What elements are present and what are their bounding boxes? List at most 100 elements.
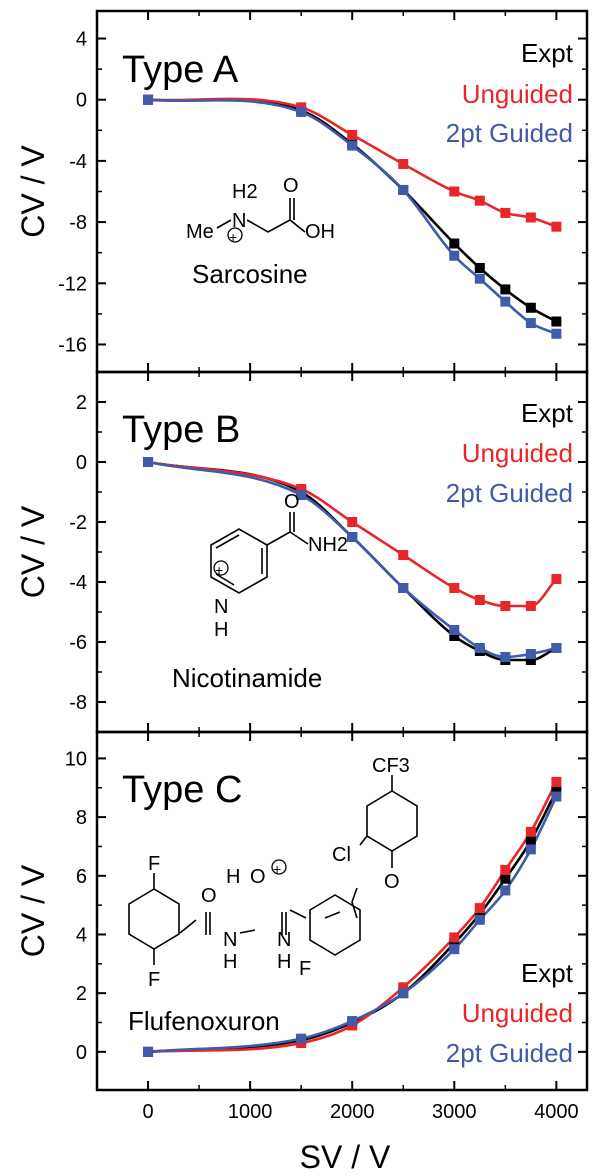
y-tick-label: 2	[76, 392, 87, 414]
charge-circle-icon	[213, 560, 229, 576]
flufenoxuron-bonds	[128, 775, 418, 965]
data-point-2pt-guided	[347, 532, 358, 542]
data-point-2pt-guided	[474, 914, 485, 925]
y-tick-label: 0	[76, 90, 87, 112]
x-tick-label: 0	[142, 1101, 153, 1123]
data-point-expt	[449, 631, 460, 641]
sarcosine-charge: +	[229, 229, 237, 245]
legend-entry: Expt	[521, 38, 574, 68]
panel-3: 10 8 6 4 2 0 Type C Expt Unguided 2pt Guided CV / …	[15, 730, 589, 1092]
data-point-unguided	[474, 595, 485, 605]
flufenoxuron-atom-o-amide: O	[201, 885, 217, 907]
flufenoxuron-atom-f-top: F	[148, 853, 160, 875]
y-tick-label: -8	[69, 212, 87, 234]
data-point-expt	[500, 873, 511, 884]
data-point-unguided	[296, 484, 307, 494]
molecule-name-sarcosine: Sarcosine	[192, 259, 308, 289]
data-point-expt	[551, 316, 562, 327]
data-point-unguided	[500, 601, 511, 611]
data-point-2pt-guided	[296, 1033, 307, 1044]
sarcosine-atom-o: O	[283, 175, 299, 197]
data-point-2pt-guided	[398, 583, 409, 593]
y-axis-title: CV / V	[15, 145, 51, 238]
flufenoxuron-atom-cl: Cl	[332, 844, 351, 866]
x-tick-label: 3000	[432, 1101, 477, 1123]
data-point-unguided	[474, 195, 485, 206]
data-point-2pt-guided	[398, 988, 409, 999]
charge-circle-icon	[227, 227, 243, 243]
data-point-unguided	[474, 903, 485, 914]
y-tick-label: 6	[76, 866, 87, 888]
nicotinamide-structure: O NH2 N H + Nicotinamide	[172, 491, 348, 693]
data-point-2pt-guided	[449, 625, 460, 635]
plot-frame	[95, 730, 589, 1092]
y-tick-label: -6	[69, 632, 87, 654]
data-point-unguided	[551, 776, 562, 787]
data-point-2pt-guided	[449, 944, 460, 955]
flufenoxuron-ring	[309, 894, 361, 956]
legend-entry: Expt	[521, 958, 574, 988]
data-point-2pt-guided	[143, 457, 154, 467]
y-tick-label: 0	[76, 452, 87, 474]
data-point-2pt-guided	[143, 94, 154, 105]
data-point-unguided	[449, 583, 460, 593]
data-point-2pt-guided	[296, 106, 307, 117]
legend-entry: 2pt Guided	[446, 118, 573, 148]
y-axis-title: CV / V	[15, 505, 51, 598]
data-point-unguided	[449, 932, 460, 943]
y-tick-label: -4	[69, 572, 87, 594]
data-point-expt	[474, 908, 485, 919]
data-point-unguided	[525, 212, 536, 223]
data-point-2pt-guided	[296, 490, 307, 500]
y-axis-title: CV / V	[15, 864, 51, 957]
nicotinamide-charge: +	[215, 562, 223, 578]
data-point-unguided	[398, 158, 409, 169]
y-tick-label: 4	[76, 29, 87, 51]
data-point-2pt-guided	[449, 250, 460, 261]
flufenoxuron-atom-cf3: CF3	[372, 755, 410, 777]
legend-entry: Expt	[521, 398, 574, 428]
charge-circle-icon	[271, 859, 287, 875]
data-point-unguided	[525, 601, 536, 611]
flufenoxuron-atom-o-ether: O	[384, 871, 400, 893]
data-point-2pt-guided	[525, 844, 536, 855]
data-point-unguided	[551, 221, 562, 232]
legend-entry: Unguided	[462, 438, 573, 468]
y-tick-label: 10	[65, 748, 87, 770]
data-point-unguided	[500, 207, 511, 218]
y-tick-label: -2	[69, 512, 87, 534]
flufenoxuron-atom-n1: N	[223, 929, 237, 951]
flufenoxuron-atom-h: H	[226, 866, 240, 888]
panel-title: Type B	[122, 409, 240, 451]
nicotinamide-atom-o: O	[284, 491, 300, 513]
flufenoxuron-atom-o-protonated: O	[250, 866, 266, 888]
data-point-expt	[500, 284, 511, 295]
nicotinamide-atom-h: H	[214, 619, 228, 641]
y-tick-label: 2	[76, 983, 87, 1005]
data-point-2pt-guided	[525, 318, 536, 329]
data-point-2pt-guided	[474, 643, 485, 653]
y-tick-label: 4	[76, 924, 87, 946]
flufenoxuron-structure: CF3 Cl O F O H O N H N H F + F Flufenoxu…	[128, 755, 418, 1036]
data-point-expt	[449, 938, 460, 949]
y-tick-label: -8	[69, 692, 87, 714]
x-tick-label: 4000	[534, 1101, 579, 1123]
data-point-unguided	[500, 864, 511, 875]
sarcosine-atom-h2: H2	[232, 181, 258, 203]
data-point-unguided	[398, 550, 409, 560]
data-point-2pt-guided	[347, 140, 358, 151]
data-point-unguided	[347, 517, 358, 527]
data-point-2pt-guided	[551, 328, 562, 339]
flufenoxuron-atom-n2: N	[277, 929, 291, 951]
legend-entry: Unguided	[462, 998, 573, 1028]
x-tick-label: 2000	[330, 1101, 375, 1123]
data-point-unguided	[347, 129, 358, 140]
nicotinamide-bonds	[210, 512, 309, 594]
panel-title: Type C	[122, 769, 242, 811]
nicotinamide-atom-n: N	[214, 596, 228, 618]
flufenoxuron-atom-h2: H	[277, 951, 291, 973]
data-point-2pt-guided	[347, 1016, 358, 1027]
data-point-2pt-guided	[551, 791, 562, 802]
panel-1: 4 0 -4 -8 -12 -16 Type A Expt Unguided 2pt Guided…	[15, 9, 589, 374]
flufenoxuron-atom-f-bottom: F	[148, 969, 160, 991]
